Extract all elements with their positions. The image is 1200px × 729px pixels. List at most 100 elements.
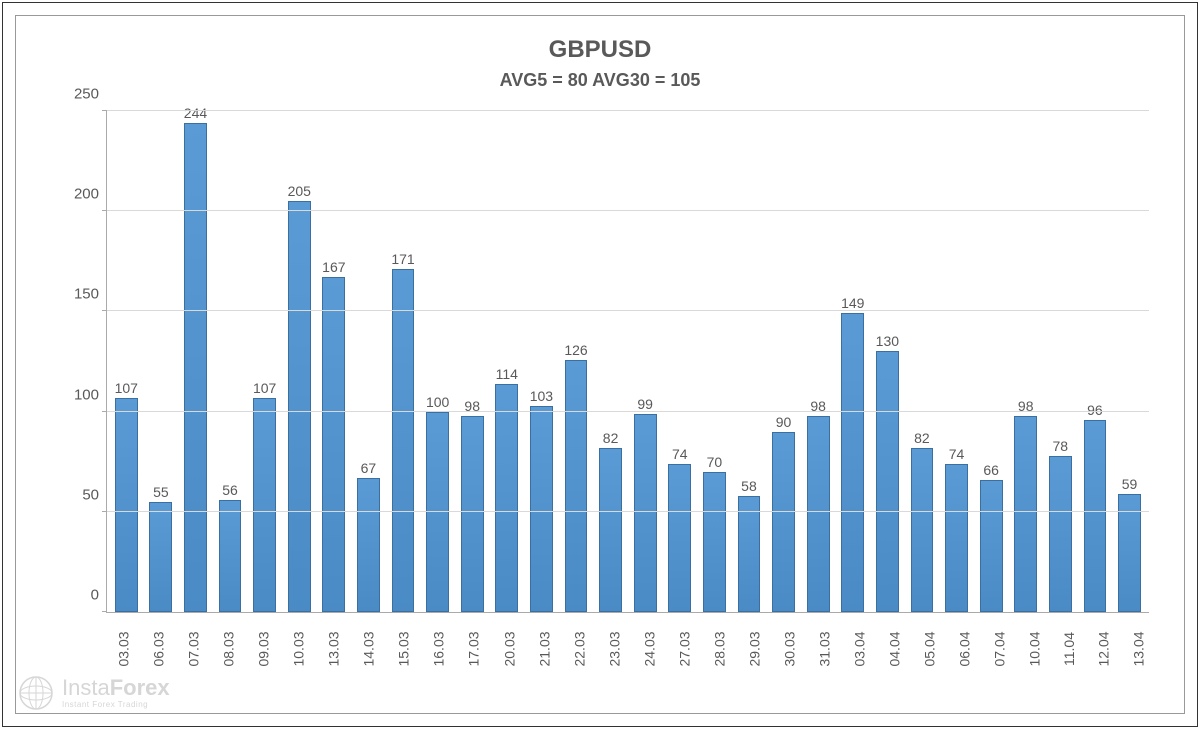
bar-slot: 55: [144, 111, 179, 612]
bar-value-label: 130: [876, 333, 899, 352]
bar: 114: [495, 384, 518, 612]
bar-slot: 58: [732, 111, 767, 612]
bar-value-label: 74: [949, 446, 965, 465]
bar-value-label: 107: [253, 380, 276, 399]
bar-slot: 56: [213, 111, 248, 612]
watermark-text: InstaForex Instant Forex Trading: [62, 677, 170, 709]
bar-slot: 149: [835, 111, 870, 612]
x-axis-label: 07.03: [186, 631, 202, 666]
bar-slot: 98: [455, 111, 490, 612]
bar-slot: 67: [351, 111, 386, 612]
bar-value-label: 149: [841, 295, 864, 314]
y-tick-label: 50: [82, 486, 107, 503]
bar-value-label: 58: [741, 478, 757, 497]
bar-value-label: 70: [707, 454, 723, 473]
bar-slot: 107: [109, 111, 144, 612]
gridline: [107, 310, 1149, 311]
bar-value-label: 82: [603, 430, 619, 449]
bar: 167: [322, 277, 345, 612]
y-tick-label: 150: [74, 286, 107, 303]
bar: 70: [703, 472, 726, 612]
x-axis-label: 10.04: [1027, 631, 1043, 666]
y-tick-label: 0: [91, 587, 107, 604]
gridline: [107, 511, 1149, 512]
bar-value-label: 59: [1122, 476, 1138, 495]
bar-slot: 205: [282, 111, 317, 612]
bar-slot: 107: [247, 111, 282, 612]
x-axis-label: 22.03: [571, 631, 587, 666]
bar-value-label: 98: [464, 398, 480, 417]
bar-value-label: 205: [288, 183, 311, 202]
x-axis-label: 16.03: [431, 631, 447, 666]
y-tick-mark: [102, 110, 107, 111]
x-axis-label: 04.04: [887, 631, 903, 666]
x-axis-label: 14.03: [361, 631, 377, 666]
bar-slot: 126: [559, 111, 594, 612]
y-tick-label: 250: [74, 86, 107, 103]
watermark: InstaForex Instant Forex Trading: [18, 675, 170, 711]
bar: 205: [288, 201, 311, 612]
bar-value-label: 167: [322, 259, 345, 278]
bar-slot: 244: [178, 111, 213, 612]
bar: 55: [149, 502, 172, 612]
bar-slot: 74: [939, 111, 974, 612]
bar-slot: 78: [1043, 111, 1078, 612]
bar-value-label: 82: [914, 430, 930, 449]
chart-container: GBPUSD AVG5 = 80 AVG30 = 105 10755244561…: [15, 15, 1185, 714]
bar-slot: 103: [524, 111, 559, 612]
x-axis-label: 13.04: [1131, 631, 1147, 666]
bar: 96: [1084, 420, 1107, 612]
x-axis-label: 03.04: [852, 631, 868, 666]
x-axis-label: 09.03: [256, 631, 272, 666]
x-axis-label: 03.03: [116, 631, 132, 666]
bar: 82: [911, 448, 934, 612]
bar: 130: [876, 351, 899, 612]
bar: 66: [980, 480, 1003, 612]
plot-wrapper: 1075524456107205167671711009811410312682…: [71, 111, 1149, 638]
gridline: [107, 110, 1149, 111]
x-axis-label: 12.04: [1096, 631, 1112, 666]
bar-value-label: 107: [115, 380, 138, 399]
bars-container: 1075524456107205167671711009811410312682…: [107, 111, 1149, 612]
bar: 98: [461, 416, 484, 612]
bar: 98: [1014, 416, 1037, 612]
bar-value-label: 98: [1018, 398, 1034, 417]
bar: 74: [668, 464, 691, 612]
bar-value-label: 99: [637, 396, 653, 415]
bar-slot: 171: [386, 111, 421, 612]
gridline: [107, 411, 1149, 412]
bar-value-label: 244: [184, 105, 207, 124]
bar: 98: [807, 416, 830, 612]
x-axis-label: 17.03: [466, 631, 482, 666]
bar: 67: [357, 478, 380, 612]
watermark-brand-bold: Forex: [110, 675, 170, 700]
bar-slot: 70: [697, 111, 732, 612]
bar-slot: 130: [870, 111, 905, 612]
y-tick-mark: [102, 210, 107, 211]
bar: 74: [945, 464, 968, 612]
bar-slot: 59: [1112, 111, 1147, 612]
bar-slot: 74: [663, 111, 698, 612]
bar: 107: [115, 398, 138, 612]
x-axis-label: 20.03: [501, 631, 517, 666]
chart-title: GBPUSD: [16, 36, 1184, 64]
bar-value-label: 56: [222, 482, 238, 501]
plot-area: 1075524456107205167671711009811410312682…: [106, 111, 1149, 613]
bar: 90: [772, 432, 795, 612]
x-axis-label: 30.03: [781, 631, 797, 666]
globe-icon: [18, 675, 54, 711]
x-axis-label: 10.03: [291, 631, 307, 666]
bar-slot: 100: [420, 111, 455, 612]
x-axis-label: 15.03: [396, 631, 412, 666]
bar-value-label: 171: [391, 251, 414, 270]
bar-slot: 98: [1008, 111, 1043, 612]
x-axis-label: 29.03: [746, 631, 762, 666]
bar-slot: 98: [801, 111, 836, 612]
bar-value-label: 103: [530, 388, 553, 407]
bar: 103: [530, 406, 553, 612]
y-tick-label: 200: [74, 186, 107, 203]
bar-slot: 90: [766, 111, 801, 612]
x-axis-label: 28.03: [711, 631, 727, 666]
bar: 149: [841, 313, 864, 612]
y-tick-mark: [102, 511, 107, 512]
